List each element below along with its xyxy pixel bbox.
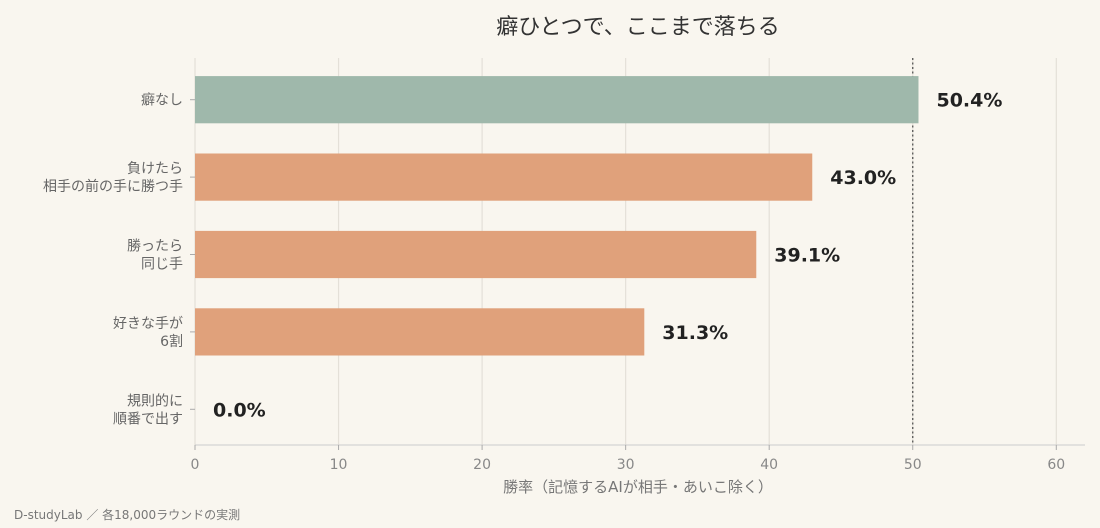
category-label: 癖なし [141, 93, 183, 109]
bar [195, 230, 757, 279]
x-tick-label: 20 [473, 457, 491, 473]
x-tick-label: 0 [191, 457, 200, 473]
value-label: 31.3% [662, 322, 728, 344]
x-ticks: 0 10 20 30 40 50 60 [191, 445, 1065, 473]
category-label: 相手の前の手に勝つ手 [43, 178, 183, 195]
chart-title: 癖ひとつで、ここまで落ちる [496, 15, 780, 40]
x-tick-label: 10 [330, 457, 348, 473]
bar [195, 153, 813, 201]
value-label: 0.0% [213, 399, 266, 421]
x-tick-label: 60 [1047, 457, 1065, 473]
category-label: 順番で出す [113, 411, 183, 427]
value-label: 50.4% [936, 90, 1002, 112]
bar [195, 308, 645, 356]
source-note: D-studyLab ／ 各18,000ラウンドの実測 [14, 507, 240, 522]
x-axis-label: 勝率（記憶するAIが相手・あいこ除く） [503, 478, 773, 496]
category-label: 負けたら [127, 161, 183, 177]
x-tick-label: 50 [904, 457, 922, 473]
bars: 50.4% 43.0% 39.1% 31.3% 0.0% [195, 76, 1002, 421]
category-label: 6割 [160, 333, 183, 350]
category-label: 規則的に [127, 393, 183, 409]
category-label: 同じ手 [141, 257, 183, 273]
category-label: 好きな手が [113, 316, 183, 332]
value-label: 39.1% [774, 245, 840, 267]
x-tick-label: 30 [617, 457, 635, 473]
bar [195, 76, 919, 124]
value-label: 43.0% [830, 167, 896, 189]
category-label: 勝ったら [127, 239, 183, 255]
x-tick-label: 40 [760, 457, 778, 473]
